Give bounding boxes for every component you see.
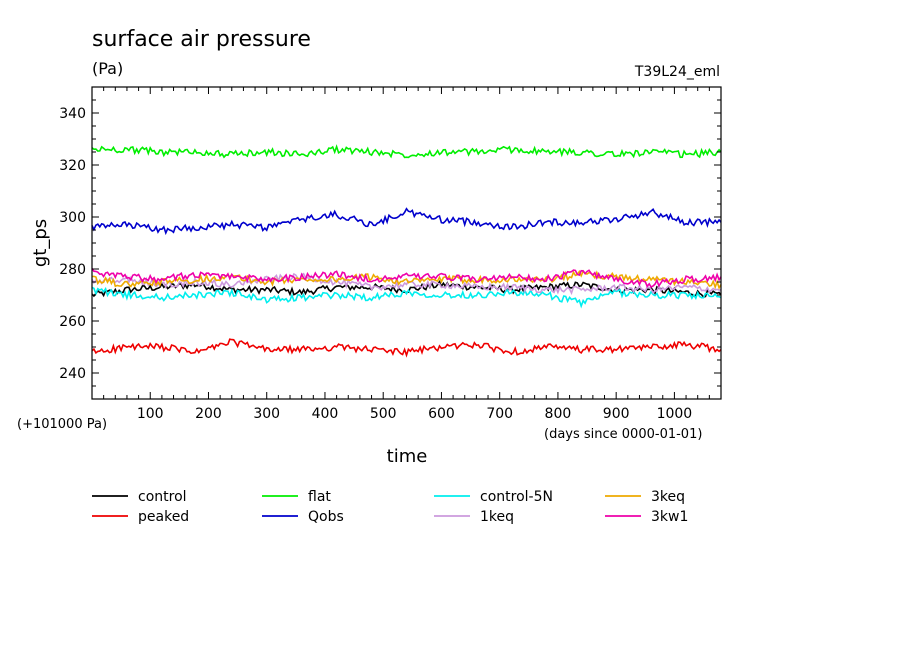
legend-label-1keq: 1keq xyxy=(480,509,514,525)
series-line-qobs xyxy=(91,207,722,236)
x-tick-label: 400 xyxy=(312,406,339,422)
series-line-flat xyxy=(91,144,722,159)
legend-label-3kw1: 3kw1 xyxy=(651,509,688,525)
x-axis-title: time xyxy=(387,446,428,467)
y-tick-label: 240 xyxy=(59,366,86,382)
legend-label-peaked: peaked xyxy=(138,509,189,525)
series-line-peaked xyxy=(91,338,722,358)
run-label: T39L24_eml xyxy=(634,64,720,80)
x-tick-label: 800 xyxy=(545,406,572,422)
axis-ticks: 100 200 300 400 500 600 700 800 900 1000 240 260 280… xyxy=(59,87,721,422)
x-tick-label: 900 xyxy=(603,406,630,422)
y-tick-label: 280 xyxy=(59,262,86,278)
x-tick-label: 300 xyxy=(253,406,280,422)
legend-label-control-5n: control-5N xyxy=(480,489,553,505)
plot-series xyxy=(91,144,722,358)
legend-label-qobs: Qobs xyxy=(308,509,344,525)
unit-label: (Pa) xyxy=(92,59,123,78)
legend-label-flat: flat xyxy=(308,489,331,505)
x-axis-note: (days since 0000-01-01) xyxy=(544,427,702,442)
legend-label-control: control xyxy=(138,489,187,505)
series-line-3keq xyxy=(91,269,722,290)
legend: control peaked flat Qobs control-5N 1keq 3keq 3… xyxy=(92,489,688,525)
legend-label-3keq: 3keq xyxy=(651,489,685,505)
y-tick-label: 300 xyxy=(59,210,86,226)
plot-frame xyxy=(91,86,722,400)
x-tick-label: 500 xyxy=(370,406,397,422)
x-tick-label: 700 xyxy=(486,406,513,422)
x-tick-label: 200 xyxy=(195,406,222,422)
offset-label: (+101000 Pa) xyxy=(17,417,107,432)
y-axis-title: gt_ps xyxy=(30,219,51,267)
y-tick-label: 260 xyxy=(59,314,86,330)
series-line-3kw1 xyxy=(91,267,722,289)
x-tick-label: 100 xyxy=(137,406,164,422)
chart-title: surface air pressure xyxy=(92,27,311,52)
y-tick-label: 320 xyxy=(59,158,86,174)
series-line-control-5n xyxy=(91,286,722,309)
x-tick-label: 600 xyxy=(428,406,455,422)
x-tick-label: 1000 xyxy=(657,406,693,422)
y-tick-label: 340 xyxy=(59,106,86,122)
